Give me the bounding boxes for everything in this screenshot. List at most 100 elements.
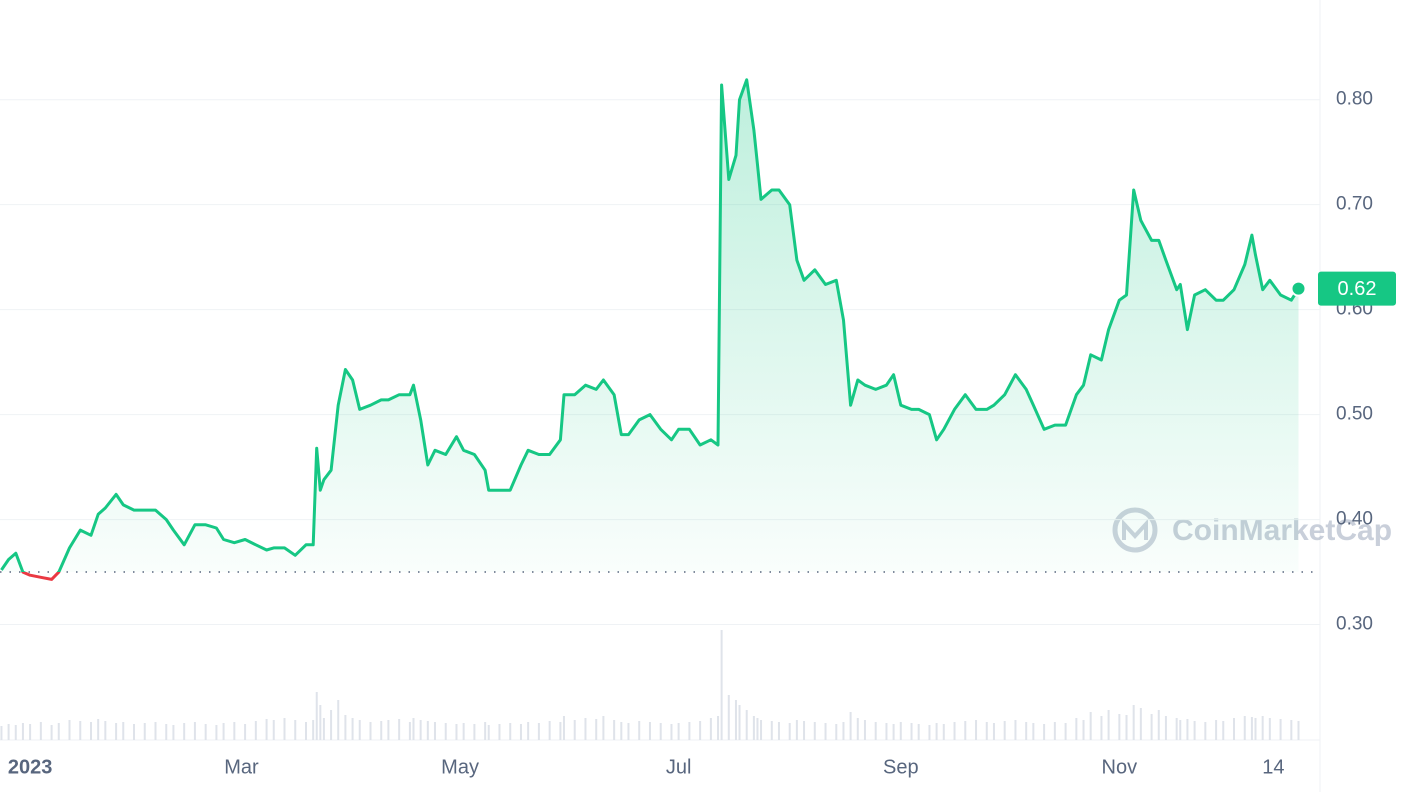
volume-bar [133,724,136,740]
volume-bar [752,716,755,740]
volume-bar [1125,715,1128,740]
volume-bar [165,724,168,740]
volume-bar [1053,722,1056,740]
volume-bar [122,722,125,740]
volume-bar [1243,716,1246,740]
volume-bar [369,722,372,740]
volume-bar [1139,708,1142,740]
volume-bar [613,720,616,740]
volume-bar [964,721,967,740]
x-tick-label: 2023 [8,756,53,778]
volume-bar [863,720,866,740]
volume-bar [770,721,773,740]
volume-bar [1003,721,1006,740]
volume-bar [813,722,816,740]
x-tick-label: May [441,756,479,778]
volume-bar [1215,720,1218,740]
volume-bar [265,719,268,740]
volume-bar [917,724,920,740]
volume-bar [627,723,630,740]
volume-bar [204,724,207,740]
volume-bar [1179,720,1182,740]
volume-bar [892,724,895,740]
volume-bar [1254,718,1257,740]
volume-bar [380,721,383,740]
volume-bar [312,720,315,740]
volume-bar [272,720,275,740]
volume-bar [677,723,680,740]
volume-bar [745,710,748,740]
volume-bar [1014,720,1017,740]
volume-bar [1297,721,1300,740]
volume-bar [154,722,157,740]
volume-bar [734,700,737,740]
volume-bar [1261,716,1264,740]
volume-bar [842,722,845,740]
y-tick-label: 0.50 [1336,404,1373,425]
volume-bar [727,695,730,740]
volume-bar [1250,717,1253,740]
volume-bar [527,722,530,740]
volume-bar [444,723,447,740]
volume-bar [1193,721,1196,740]
volume-bar [1233,718,1236,740]
volume-bar [498,724,501,740]
price-label-box [1318,271,1396,306]
volume-bar [398,719,401,740]
x-tick-label: Nov [1102,756,1138,778]
area [1,79,1299,573]
volume-bar [387,720,390,740]
volume-bar [720,630,723,740]
price-line [0,78,1300,581]
volume-bar [57,723,60,740]
volume-bar [1290,720,1293,740]
volume-bar [1150,714,1153,740]
volume-bar [473,724,476,740]
volume-bar [638,721,641,740]
volume-bar [928,725,931,740]
volume-bar [344,715,347,740]
x-tick-label: Mar [224,756,259,778]
volume-bar [358,720,361,740]
volume-bar [351,718,354,740]
volume-bar [795,720,798,740]
volume-bar [455,724,458,740]
volume-bar [602,716,605,740]
volume-bar [562,716,565,740]
volume-bar [985,722,988,740]
volume-bar [484,722,487,740]
volume-bar [172,725,175,740]
volume-bar [885,723,888,740]
volume-bar [709,718,712,740]
volume-bar [304,722,307,740]
x-tick-label: 14 [1262,756,1284,778]
volume-bar [756,718,759,740]
volume-bar [1118,714,1121,740]
volume-bar [717,716,720,740]
y-tick-label: 0.30 [1336,614,1373,635]
volume-bar [620,722,623,740]
volume-bar [294,720,297,740]
volume-bar [573,720,576,740]
volume-bar [856,718,859,740]
volume-bar [738,705,741,740]
volume-bar [254,721,257,740]
volume-bar [1268,718,1271,740]
volume-bar [0,726,3,740]
volume-bar [803,721,806,740]
volume-bar [1186,719,1189,740]
volume-bar [509,723,512,740]
y-tick-label: 0.40 [1336,509,1373,530]
volume-bar [426,721,429,740]
x-tick-label: Jul [666,756,692,778]
volume-bar [68,720,71,740]
volume-bar [1132,705,1135,740]
volume-bar [849,712,852,740]
volume-bar [942,724,945,740]
volume-bar [1222,721,1225,740]
volume-bar [699,721,702,740]
volume-bar [233,722,236,740]
volume-bar [14,725,17,740]
volume-bar [1157,710,1160,740]
